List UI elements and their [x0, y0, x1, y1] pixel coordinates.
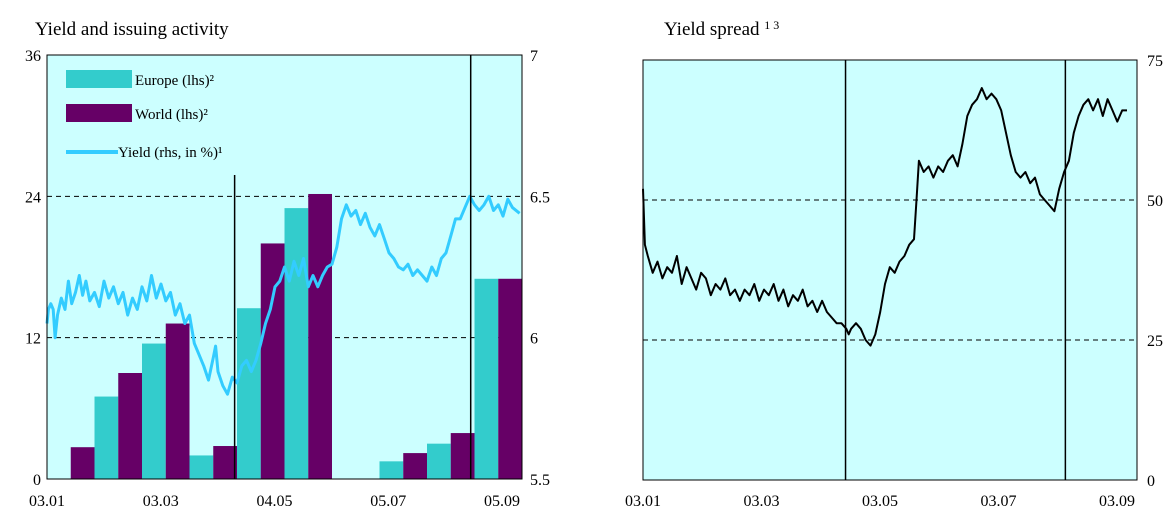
right-y-tick-label: 5.5: [530, 472, 550, 489]
right-chart-y-axis: 0 25 50 75: [1147, 53, 1163, 490]
bar-world: [498, 278, 522, 479]
bar-europe: [189, 455, 214, 479]
right-chart-y-tick-label: 50: [1147, 193, 1163, 210]
right-vertical-markers: [844, 60, 1067, 480]
left-chart: Yield and issuing activity 0 12 24 36 5.5 6 6…: [25, 19, 550, 510]
left-y-axis: 0 12 24 36: [25, 48, 41, 489]
bar-europe: [94, 396, 119, 479]
left-bars: [70, 193, 522, 479]
right-chart-x-tick-label: 03.09: [1099, 493, 1135, 510]
legend: Europe (lhs)² World (lhs)² Yield (rhs, i…: [66, 70, 222, 161]
right-chart-y-tick-label: 75: [1147, 53, 1163, 70]
left-y-tick-label: 12: [25, 331, 41, 348]
bar-europe: [284, 208, 309, 479]
legend-label-world: World (lhs)²: [135, 107, 208, 123]
right-chart-y-tick-label: 25: [1147, 333, 1163, 350]
left-y-tick-label: 0: [33, 472, 41, 489]
right-y-tick-label: 7: [530, 48, 538, 65]
right-y-tick-label: 6.5: [530, 189, 550, 206]
right-y-axis: 5.5 6 6.5 7: [530, 48, 550, 489]
left-x-tick-label: 04.05: [257, 493, 293, 510]
right-chart-x-tick-label: 03.07: [981, 493, 1017, 510]
bar-europe: [142, 343, 166, 479]
right-chart-title-sup: 1 3: [764, 18, 779, 32]
left-vertical-markers: [233, 55, 472, 479]
bar-europe: [474, 278, 499, 479]
bar-world: [165, 323, 190, 479]
right-chart: Yield spread 1 3 0 25 50 75 03.01 03.03 03.05…: [625, 18, 1163, 510]
left-x-tick-label: 05.09: [484, 493, 520, 510]
left-chart-title: Yield and issuing activity: [35, 19, 229, 40]
bar-world: [403, 453, 427, 479]
bar-europe: [237, 308, 261, 479]
bar-europe: [379, 461, 404, 479]
legend-label-yield: Yield (rhs, in %)¹: [118, 145, 222, 161]
left-y-tick-label: 36: [25, 48, 41, 65]
bar-world: [308, 193, 332, 479]
right-y-tick-label: 6: [530, 331, 538, 348]
right-chart-y-tick-label: 0: [1147, 473, 1155, 490]
bar-world: [450, 433, 475, 479]
left-y-tick-label: 24: [25, 189, 41, 206]
yield-line: [45, 194, 521, 396]
left-x-tick-label: 03.01: [29, 493, 65, 510]
left-x-tick-label: 05.07: [370, 493, 406, 510]
right-chart-title: Yield spread 1 3: [664, 18, 779, 40]
spread-line: [642, 87, 1127, 347]
left-x-tick-label: 03.03: [143, 493, 179, 510]
right-chart-x-tick-label: 03.01: [625, 493, 661, 510]
left-plot-border: [46, 54, 523, 480]
bar-world: [213, 446, 237, 479]
right-plot-border: [642, 59, 1138, 481]
legend-swatch-world: [66, 104, 132, 122]
legend-swatch-europe: [66, 70, 132, 88]
right-chart-x-tick-label: 03.03: [744, 493, 780, 510]
bar-world: [70, 447, 95, 479]
bar-europe: [427, 443, 451, 479]
bar-world: [118, 373, 142, 479]
bar-world: [260, 243, 285, 479]
left-x-axis: 03.01 03.03 04.05 05.07 05.09: [29, 493, 520, 510]
right-chart-x-axis: 03.01 03.03 03.05 03.07 03.09: [625, 493, 1135, 510]
right-chart-x-tick-label: 03.05: [862, 493, 898, 510]
legend-label-europe: Europe (lhs)²: [135, 73, 215, 89]
